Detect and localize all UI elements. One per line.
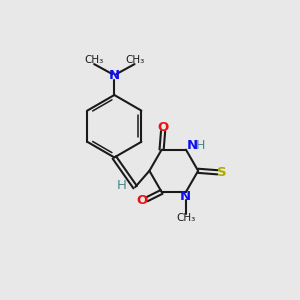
Text: N: N (180, 190, 191, 202)
Text: H: H (117, 179, 127, 192)
Text: CH₃: CH₃ (125, 55, 145, 64)
Text: H: H (196, 139, 205, 152)
Text: N: N (109, 70, 120, 83)
Text: S: S (218, 166, 227, 179)
Text: O: O (158, 121, 169, 134)
Text: CH₃: CH₃ (84, 55, 103, 64)
Text: N: N (187, 139, 198, 152)
Text: CH₃: CH₃ (176, 213, 196, 224)
Text: O: O (136, 194, 148, 207)
